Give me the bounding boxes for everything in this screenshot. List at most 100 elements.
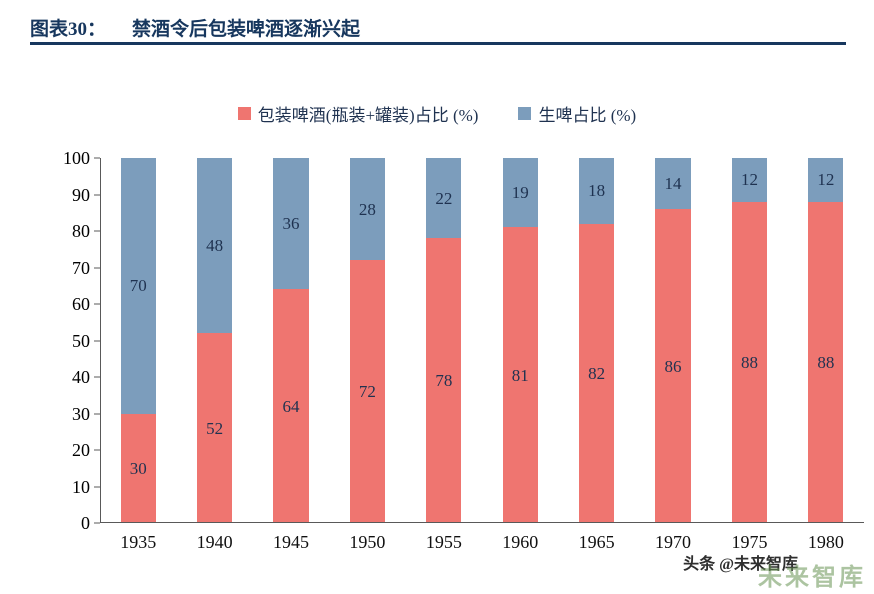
y-tick-mark xyxy=(94,194,100,195)
y-tick-mark xyxy=(94,157,100,159)
x-axis-label: 1955 xyxy=(425,532,462,552)
x-axis-label: 1975 xyxy=(731,532,768,552)
chart-legend: 包装啤酒(瓶装+罐装)占比 (%) 生啤占比 (%) xyxy=(0,101,874,126)
bar-value-label: 64 xyxy=(282,396,300,416)
y-tick-mark xyxy=(94,303,100,305)
bar-value-label: 12 xyxy=(740,170,758,190)
stacked-bar: 12 88 xyxy=(731,158,768,523)
y-tick-mark xyxy=(94,230,100,232)
bar-segment: 19 xyxy=(502,158,538,228)
x-axis-label: 1950 xyxy=(349,532,386,552)
stacked-bar: 22 78 xyxy=(426,158,462,523)
bar-segment: 14 xyxy=(655,158,691,210)
bar-value-label: 86 xyxy=(664,356,682,376)
y-axis-label: 40 xyxy=(72,367,90,387)
y-tick-mark xyxy=(94,413,100,414)
bar-value-label: 19 xyxy=(511,183,529,203)
legend-swatch-0 xyxy=(237,107,251,120)
bar-column: 18 82 xyxy=(558,158,634,523)
bar-segment: 88 xyxy=(808,201,844,523)
x-axis-label: 1970 xyxy=(655,532,692,552)
bar-column: 12 88 xyxy=(788,158,864,523)
bar-value-label: 36 xyxy=(282,214,300,234)
stacked-bar: 18 82 xyxy=(579,158,615,523)
bar-column: 19 81 xyxy=(482,158,558,523)
bar-segment: 81 xyxy=(502,227,538,523)
bar-column: 70 30 xyxy=(100,158,176,523)
bar-segment: 64 xyxy=(273,289,309,523)
bar-value-label: 28 xyxy=(358,199,376,219)
stacked-bar: 14 86 xyxy=(655,158,691,523)
bar-segment: 88 xyxy=(731,201,768,523)
title-underline xyxy=(30,42,846,45)
bar-segment: 78 xyxy=(426,238,462,523)
y-axis-label: 80 xyxy=(72,221,90,241)
bar-value-label: 88 xyxy=(740,352,758,372)
bar-column: 22 78 xyxy=(406,158,482,523)
bar-segment: 28 xyxy=(349,158,385,261)
watermark-logo: 未来智库 xyxy=(758,565,866,591)
bar-value-label: 70 xyxy=(129,276,147,296)
x-axis-label: 1945 xyxy=(273,532,310,552)
y-axis-label: 0 xyxy=(81,513,90,533)
y-axis-label: 90 xyxy=(72,184,90,205)
bar-segment: 52 xyxy=(197,333,233,523)
bars-layer: 70 30 48 52 36 64 28 72 22 78 19 81 18 82 14 86 12 88 12 88 xyxy=(100,158,864,523)
x-axis-label: 1940 xyxy=(196,532,233,552)
bar-value-label: 88 xyxy=(817,352,835,372)
bar-value-label: 30 xyxy=(129,458,147,478)
stacked-bar: 19 81 xyxy=(502,158,538,523)
bar-column: 36 64 xyxy=(253,158,329,523)
bar-segment: 86 xyxy=(655,209,691,523)
stacked-bar-chart: 70 30 48 52 36 64 28 72 22 78 19 81 18 82 14 86 12 88 12 88 xyxy=(94,157,864,524)
y-tick-mark xyxy=(94,486,100,487)
bar-segment: 12 xyxy=(731,158,768,202)
x-axis-label: 1960 xyxy=(502,532,539,552)
bar-column: 14 86 xyxy=(635,158,711,523)
bar-value-label: 48 xyxy=(206,236,224,256)
stacked-bar: 48 52 xyxy=(197,158,233,523)
y-axis-label: 30 xyxy=(72,403,90,424)
legend-swatch-1 xyxy=(518,107,532,120)
figure-number-label: 图表30： xyxy=(30,19,107,40)
bar-segment: 82 xyxy=(579,223,615,523)
stacked-bar: 70 30 xyxy=(120,158,156,523)
bar-column: 28 72 xyxy=(329,158,405,523)
y-tick-mark xyxy=(94,376,100,378)
bar-value-label: 78 xyxy=(435,371,453,391)
bar-segment: 12 xyxy=(808,158,844,202)
y-tick-mark xyxy=(94,522,100,524)
x-axis-line xyxy=(100,522,864,523)
bar-value-label: 12 xyxy=(817,170,835,190)
bar-value-label: 18 xyxy=(588,181,606,201)
stacked-bar: 36 64 xyxy=(273,158,309,523)
bar-column: 12 88 xyxy=(711,158,787,523)
stacked-bar: 12 88 xyxy=(808,158,844,523)
bar-segment: 22 xyxy=(426,158,462,239)
y-axis-label: 50 xyxy=(72,330,90,351)
legend-item-draft-beer: 生啤占比 (%) xyxy=(518,101,636,126)
watermark-text: 头条 @未来智库 xyxy=(683,556,798,573)
y-tick-mark xyxy=(94,449,100,451)
y-axis-line xyxy=(100,158,101,523)
bar-segment: 72 xyxy=(349,260,385,523)
y-axis-label: 70 xyxy=(72,257,90,278)
bar-segment: 30 xyxy=(120,413,156,523)
bar-value-label: 22 xyxy=(435,188,453,208)
bar-segment: 70 xyxy=(120,158,156,414)
bar-value-label: 81 xyxy=(511,365,529,385)
y-axis-labels: 0 10 20 30 40 50 60 70 80 90 100 xyxy=(38,149,90,532)
bar-segment: 48 xyxy=(197,158,233,334)
x-axis-labels: 1935 1940 1945 1950 1955 1960 1965 1970 1975 1980 xyxy=(100,532,864,553)
legend-label-packaged-beer: 包装啤酒(瓶装+罐装)占比 (%) xyxy=(257,106,479,125)
y-tick-mark xyxy=(94,267,100,268)
legend-label-draft-beer: 生啤占比 (%) xyxy=(538,106,637,125)
x-axis-label: 1980 xyxy=(807,532,844,552)
y-axis-label: 100 xyxy=(63,148,90,168)
y-axis-label: 20 xyxy=(72,440,90,460)
figure-title: 禁酒令后包装啤酒逐渐兴起 xyxy=(132,19,361,40)
figure-header: 图表30： 禁酒令后包装啤酒逐渐兴起 xyxy=(30,14,846,41)
bar-value-label: 14 xyxy=(664,174,682,194)
y-tick-mark xyxy=(94,340,100,341)
